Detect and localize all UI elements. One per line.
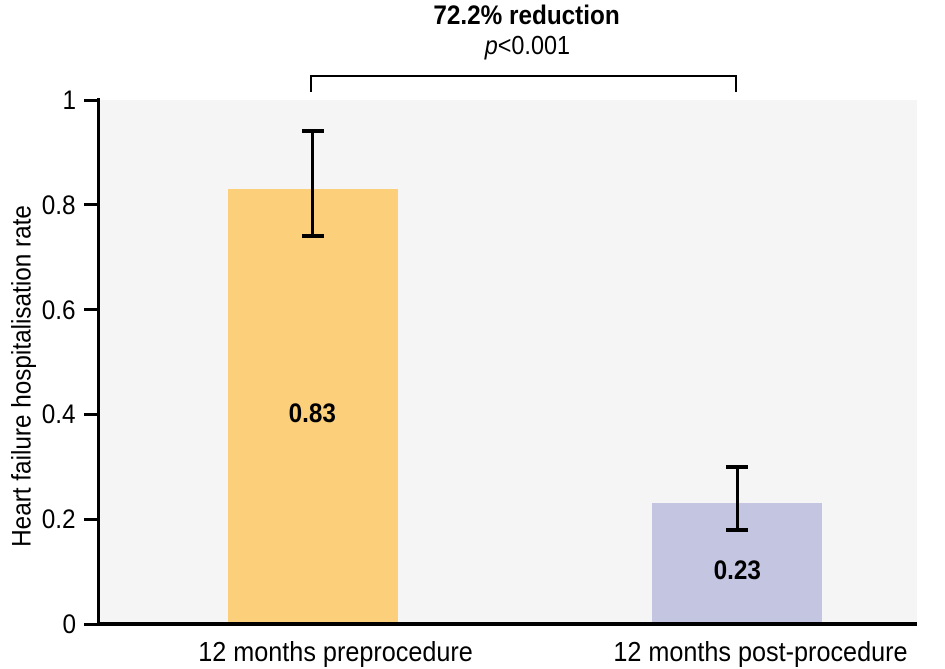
annotation-p-threshold: <0.001 <box>497 30 570 60</box>
significance-bracket <box>310 75 737 92</box>
x-axis-category-label-1: 12 months preprocedure <box>86 636 586 668</box>
y-tick-label: 0.8 <box>12 190 76 220</box>
x-axis-category-text: 12 months preprocedure <box>198 636 473 667</box>
y-tick-label-text: 0.8 <box>42 189 76 220</box>
error-bar-cap-bottom-1 <box>301 234 324 239</box>
y-tick <box>84 517 97 521</box>
annotation: 72.2% reduction p<0.001 <box>277 0 777 60</box>
annotation-p-symbol: p <box>484 30 498 60</box>
y-tick <box>84 308 97 312</box>
error-bar-line-1 <box>311 131 314 237</box>
annotation-p-text: p<0.001 <box>484 30 569 60</box>
y-tick-label-text: 0 <box>62 609 76 639</box>
y-tick-label-text: 1 <box>62 85 76 115</box>
y-tick-label: 1 <box>12 85 76 115</box>
error-bar-cap-bottom-2 <box>726 527 748 532</box>
y-tick-label-text: 0.2 <box>42 504 76 535</box>
bar-value-label-1: 0.83 <box>213 398 413 428</box>
y-tick-label: 0 <box>12 609 76 639</box>
annotation-title: 72.2% reduction <box>277 0 777 30</box>
bar-1 <box>227 189 398 624</box>
annotation-p-value: p<0.001 <box>277 30 777 60</box>
y-tick <box>84 412 97 416</box>
error-bar-cap-top-1 <box>301 129 324 134</box>
y-axis-line <box>97 98 100 626</box>
y-tick-label: 0.4 <box>12 399 76 429</box>
bar-value-text: 0.83 <box>288 397 337 428</box>
y-tick-label-text: 0.6 <box>42 294 76 325</box>
y-tick <box>84 203 97 207</box>
bar-value-label-2: 0.23 <box>637 555 837 585</box>
y-tick-label: 0.6 <box>12 295 76 325</box>
y-tick <box>84 622 97 626</box>
y-tick-label: 0.2 <box>12 504 76 534</box>
y-tick-label-text: 0.4 <box>42 399 76 430</box>
bar-value-text: 0.23 <box>713 554 761 585</box>
y-tick <box>84 98 97 102</box>
y-axis-title-text: Heart failure hospitalisation rate <box>6 205 37 547</box>
x-axis-category-label-2: 12 months post-procedure <box>510 636 945 668</box>
error-bar-line-2 <box>735 466 739 530</box>
annotation-title-text: 72.2% reduction <box>433 0 621 30</box>
x-axis-category-text: 12 months post-procedure <box>612 636 908 667</box>
error-bar-cap-top-2 <box>726 464 748 469</box>
x-axis-line <box>97 622 917 626</box>
